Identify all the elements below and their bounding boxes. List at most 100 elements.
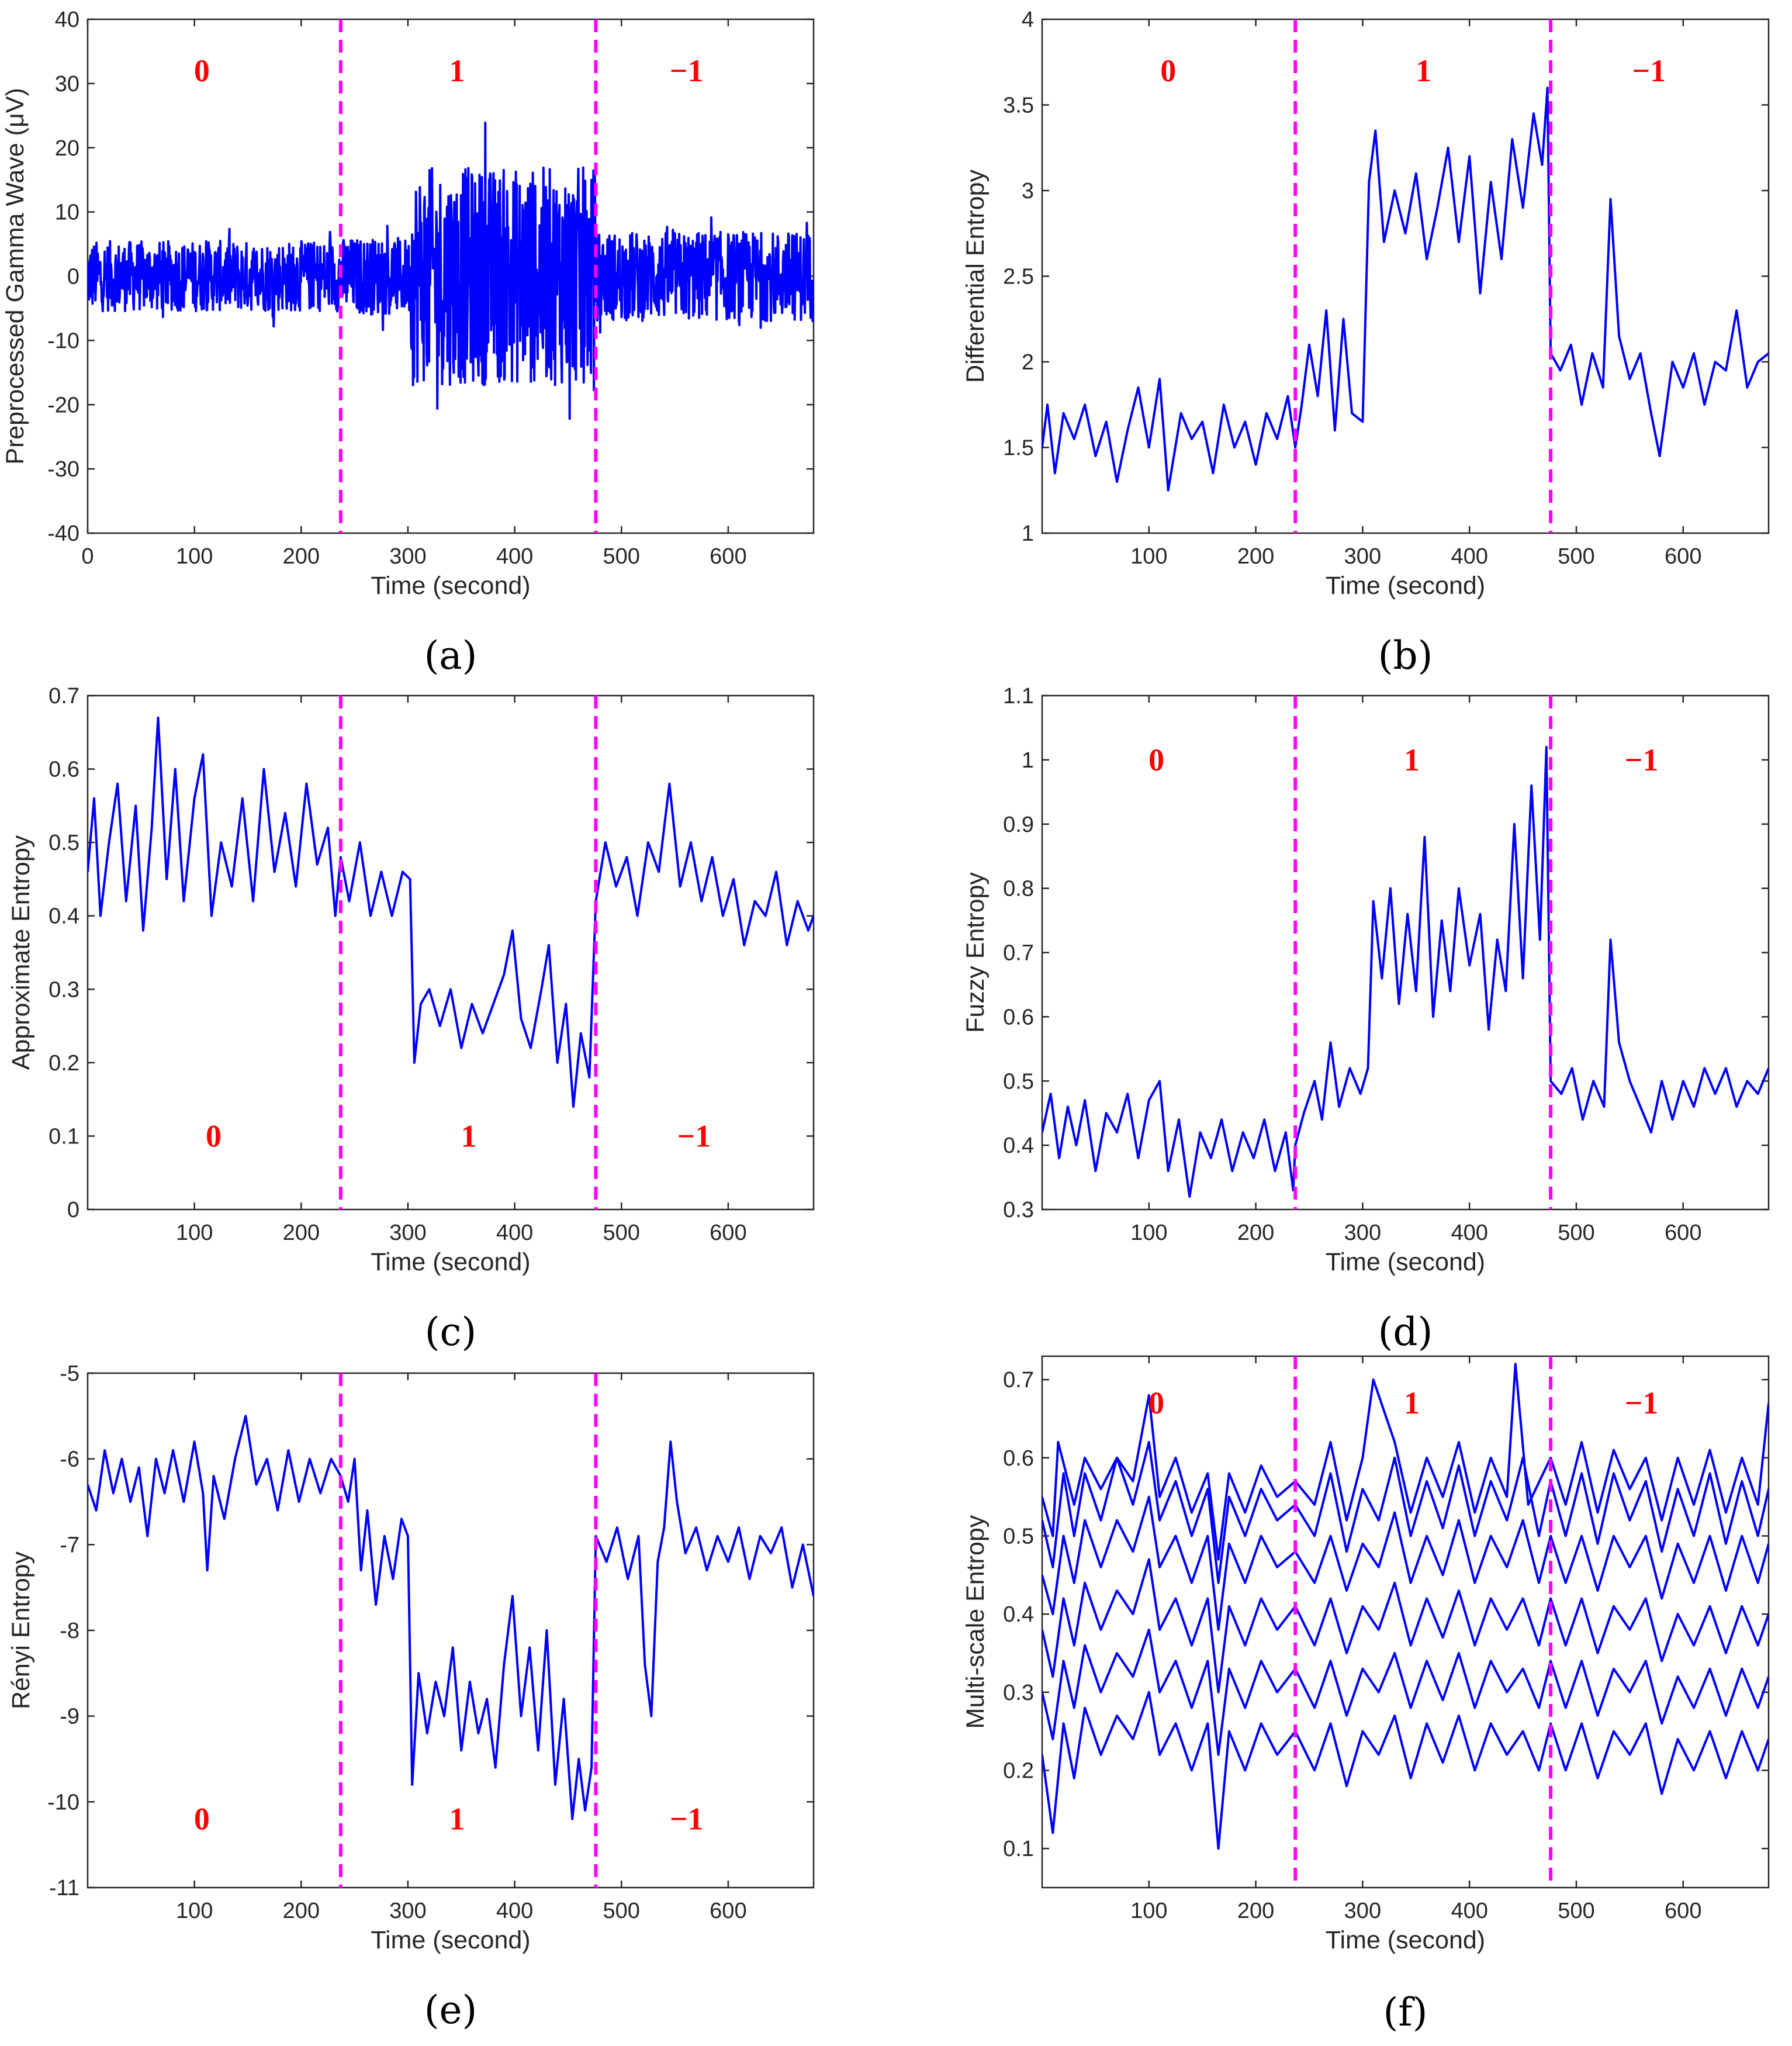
x-tick-label: 300: [1344, 1221, 1381, 1245]
y-tick-label: 0.4: [49, 904, 79, 929]
x-tick-label: 300: [389, 1899, 426, 1923]
state-label: 1: [461, 1118, 477, 1153]
state-label: 0: [1148, 742, 1164, 777]
x-tick-label: 400: [1451, 544, 1487, 569]
y-tick-label: 10: [55, 201, 79, 225]
y-tick-label: 0.8: [1003, 877, 1034, 901]
y-tick-label: 3.5: [1003, 94, 1034, 118]
x-tick-label: 300: [389, 544, 426, 569]
y-tick-label: 0: [67, 1198, 79, 1222]
x-tick-label: 200: [283, 544, 320, 569]
y-tick-label: -7: [60, 1533, 79, 1557]
y-tick-label: 0.1: [1003, 1837, 1034, 1861]
x-axis-label: Time (second): [1326, 1926, 1485, 1954]
x-tick-label: 100: [176, 544, 213, 569]
x-tick-label: 500: [1558, 1221, 1594, 1245]
x-tick-label: 600: [1665, 1221, 1701, 1245]
y-tick-label: 0.6: [1003, 1005, 1034, 1029]
data-line-scale-3: [1042, 1558, 1769, 1694]
data-line-ApEn: [88, 716, 814, 1108]
y-tick-label: 0.7: [1003, 1368, 1034, 1392]
y-tick-label: 30: [55, 72, 79, 96]
x-tick-label: 500: [603, 1899, 640, 1923]
panel-label: (b): [1378, 633, 1433, 678]
x-tick-label: 600: [710, 544, 746, 569]
y-tick-label: -20: [47, 393, 79, 417]
x-axis-label: Time (second): [1326, 572, 1485, 600]
y-tick-label: 0.3: [49, 977, 79, 1002]
x-axis-label: Time (second): [371, 572, 530, 600]
data-line-scale-4: [1042, 1495, 1769, 1631]
chart-panel-a: 0 100 200 300 400 500 600-40-30-20-10010203040…: [1, 8, 815, 678]
x-tick-label: 500: [603, 544, 640, 569]
panel-label: (a): [424, 633, 478, 678]
x-tick-label: 300: [1344, 1899, 1381, 1923]
series-group: [88, 1415, 814, 1820]
state-label: −1: [677, 1118, 711, 1153]
y-tick-label: -6: [60, 1447, 79, 1472]
state-label: −1: [1632, 53, 1666, 88]
state-label: 1: [1404, 742, 1420, 777]
y-tick-label: 4: [1022, 8, 1034, 32]
y-axis-label: Approximate Entropy: [7, 835, 35, 1070]
x-axis-label: Time (second): [1326, 1248, 1485, 1276]
x-tick-label: 400: [496, 1899, 533, 1923]
series-group: [88, 122, 814, 420]
panel-label: (e): [424, 1988, 478, 2033]
chart-panel-e: 100 200 300 400 500 600 -11 -10 -9 -8 -7 -6 -5 Time (…: [7, 1361, 815, 2033]
y-tick-label: 0.4: [1003, 1133, 1034, 1158]
x-tick-label: 400: [496, 1221, 533, 1245]
x-tick-label: 600: [1665, 1899, 1701, 1923]
state-label: −1: [1625, 742, 1659, 777]
x-tick-label: 400: [1451, 1221, 1487, 1245]
y-tick-label: -10: [47, 1790, 79, 1815]
y-axis-label: Multi-scale Entropy: [961, 1515, 990, 1729]
y-tick-label: 0.9: [1003, 813, 1034, 837]
y-tick-label: 0.2: [49, 1051, 79, 1076]
state-label: 0: [1148, 1385, 1164, 1421]
state-label: 1: [1416, 53, 1431, 88]
y-tick-label: 0.5: [49, 831, 79, 855]
plot-frame: [1041, 1355, 1770, 1889]
y-tick-label: 0.2: [1003, 1758, 1034, 1783]
chart-panel-f: 100 200 300 400 500 600 0.1 0.2 0.3 0.4 0.5 0.6 0.7 T…: [961, 1355, 1770, 2035]
panel-label: (d): [1378, 1309, 1433, 1354]
y-tick-label: -8: [60, 1619, 79, 1643]
x-tick-label: 300: [389, 1221, 426, 1245]
series-group: [1042, 1363, 1769, 1850]
y-tick-label: 0.1: [49, 1124, 79, 1149]
y-tick-label: -5: [60, 1361, 79, 1386]
x-tick-label: 200: [1237, 1899, 1274, 1923]
x-tick-label: 0: [81, 544, 94, 569]
series-group: [1042, 87, 1769, 492]
data-line-Renyi: [88, 1415, 814, 1820]
x-tick-label: 200: [283, 1221, 320, 1245]
y-tick-label: 2.5: [1003, 265, 1034, 289]
y-axis-label: Fuzzy Entropy: [961, 872, 990, 1033]
panel-label: (f): [1383, 1990, 1428, 2035]
y-tick-label: -40: [47, 521, 79, 546]
data-line-FuzzyEn: [1042, 745, 1769, 1198]
x-tick-label: 500: [603, 1221, 640, 1245]
y-tick-label: -10: [47, 329, 79, 353]
x-tick-label: 100: [176, 1221, 213, 1245]
state-label: 1: [449, 53, 465, 88]
x-tick-label: 300: [1344, 544, 1381, 569]
y-tick-label: 0.3: [1003, 1681, 1034, 1705]
y-tick-label: 0: [67, 265, 79, 289]
y-tick-label: 0.7: [1003, 941, 1034, 966]
x-tick-label: 500: [1558, 1899, 1594, 1923]
y-axis-label: Rényi Entropy: [7, 1551, 35, 1709]
state-label: 0: [194, 1802, 210, 1837]
x-tick-label: 100: [1130, 1221, 1167, 1245]
panel-label: (c): [425, 1309, 476, 1354]
x-tick-label: 400: [1451, 1899, 1487, 1923]
x-tick-label: 200: [1237, 1221, 1274, 1245]
state-label: −1: [1625, 1385, 1659, 1421]
x-tick-label: 100: [176, 1899, 213, 1923]
x-tick-label: 200: [283, 1899, 320, 1923]
y-axis-label: Preprocessed Gamma Wave (μV): [1, 88, 29, 464]
data-line-scale-2: [1042, 1628, 1769, 1756]
y-tick-label: 40: [55, 8, 79, 32]
